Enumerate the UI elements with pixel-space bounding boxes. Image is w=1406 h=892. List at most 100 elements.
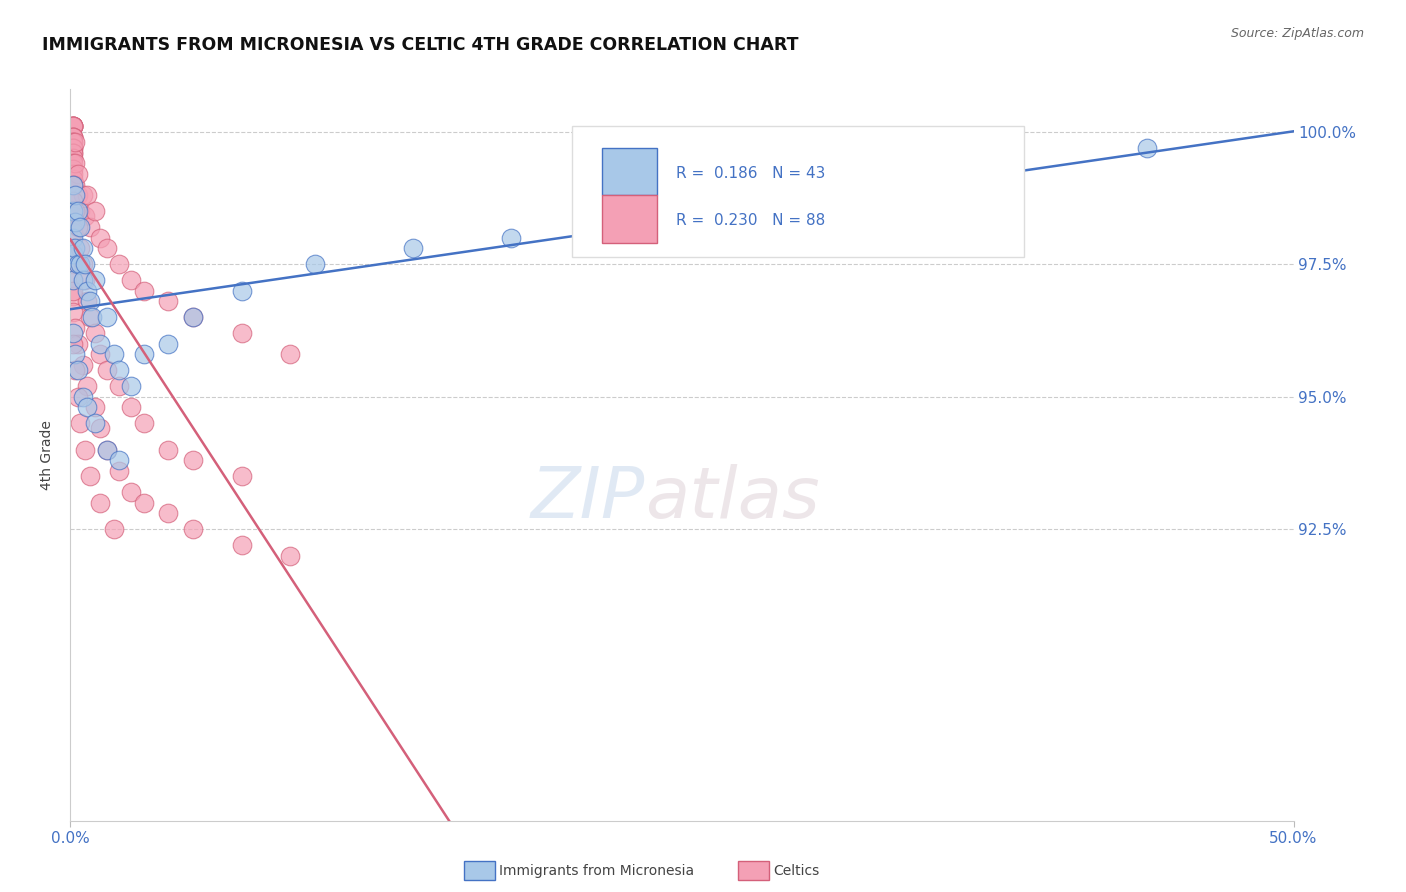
Point [82,310,104,325]
Point [79,469,101,483]
Point [62,305,84,319]
Point [304,257,326,271]
Point [157,506,180,520]
Y-axis label: 4th Grade: 4th Grade [41,420,55,490]
Point [79,219,101,234]
Point [62,161,84,176]
Point [132,416,155,430]
Point [62,156,84,170]
Point [73,442,96,457]
Bar [602,148,658,195]
Point [181,453,204,467]
Point [62,326,84,340]
Point [62,120,84,134]
Point [132,495,155,509]
Point [72,390,94,404]
Point [62,129,84,144]
Point [63,215,86,229]
Point [62,135,84,149]
Point [108,453,131,467]
Point [62,120,84,134]
Text: ZIP: ZIP [531,465,645,533]
Point [63,135,86,149]
Point [280,347,302,361]
Point [62,336,84,351]
Point [62,172,84,186]
Point [769,188,792,202]
Text: Immigrants from Micronesia: Immigrants from Micronesia [499,863,695,878]
Point [62,145,84,160]
Point [62,120,84,134]
Point [62,284,84,298]
Point [62,135,84,149]
Point [62,241,84,255]
Point [62,120,84,134]
Text: Source: ZipAtlas.com: Source: ZipAtlas.com [1230,27,1364,40]
Point [181,310,204,325]
Point [73,257,96,271]
Point [231,469,253,483]
Point [62,246,84,260]
Point [89,230,111,244]
Point [89,336,111,351]
Point [63,320,86,334]
Point [72,273,94,287]
Point [69,416,91,430]
Point [89,495,111,509]
Point [62,225,84,239]
Point [157,294,180,309]
Point [62,129,84,144]
Point [62,230,84,244]
Point [69,219,91,234]
Point [83,326,105,340]
Point [76,379,98,393]
Point [72,257,94,271]
Point [83,273,105,287]
Point [73,210,96,224]
Point [83,401,105,415]
Point [1136,140,1159,154]
Point [621,204,644,219]
Point [231,284,253,298]
Point [157,336,180,351]
Point [181,310,204,325]
Point [96,442,118,457]
Text: atlas: atlas [645,465,820,533]
Text: IMMIGRANTS FROM MICRONESIA VS CELTIC 4TH GRADE CORRELATION CHART: IMMIGRANTS FROM MICRONESIA VS CELTIC 4TH… [42,36,799,54]
Point [62,257,84,271]
Point [157,442,180,457]
Point [62,194,84,208]
Point [499,230,522,244]
Point [231,326,253,340]
Point [62,145,84,160]
Point [121,379,143,393]
Point [132,284,155,298]
Point [62,273,84,287]
Point [66,257,89,271]
Point [103,347,125,361]
Point [83,204,105,219]
Point [79,310,101,325]
Point [96,241,118,255]
Point [73,273,96,287]
Point [96,310,118,325]
Point [76,294,98,309]
Point [108,363,131,377]
Text: Celtics: Celtics [773,863,820,878]
Point [62,289,84,303]
Point [231,538,253,552]
Point [89,421,111,435]
Point [66,204,89,219]
Point [63,204,86,219]
Point [63,178,86,192]
Point [62,140,84,154]
Point [63,363,86,377]
Point [66,336,89,351]
Point [76,401,98,415]
Point [132,347,155,361]
Point [939,167,962,181]
Point [96,363,118,377]
Point [96,442,118,457]
Point [108,379,131,393]
Point [66,390,89,404]
